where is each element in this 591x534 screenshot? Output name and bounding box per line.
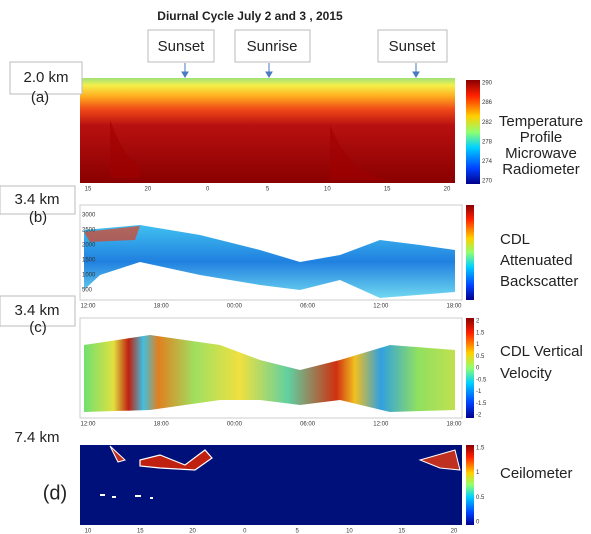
x-tick-label: 5 [266, 187, 270, 193]
colorbar-tick: 1 [476, 342, 480, 348]
height-box [0, 185, 76, 215]
colorbar-tick: 1.5 [476, 330, 485, 336]
heatmap [80, 78, 455, 183]
y-tick-label: 3000 [82, 213, 96, 219]
colorbar [466, 445, 474, 525]
heatmap [84, 335, 455, 412]
colorbar-tick: -2 [476, 413, 482, 419]
height-box [0, 295, 76, 327]
x-tick-label: 12:00 [373, 304, 389, 310]
colorbar-tick: 286 [482, 100, 493, 106]
x-tick-label: 18:00 [446, 422, 462, 428]
x-tick-label: 15 [137, 529, 144, 534]
x-tick-label: 12:00 [80, 422, 96, 428]
y-tick-label: 1000 [82, 273, 96, 279]
panel-label: Microwave [505, 145, 577, 162]
height-label: 7.4 km [14, 429, 59, 446]
panel-label: Radiometer [502, 161, 580, 178]
marker: Sunset [158, 38, 206, 55]
colorbar-tick: 1 [476, 470, 480, 476]
x-tick-label: 00:00 [227, 304, 243, 310]
y-tick-label: 1500 [82, 258, 96, 264]
panel-label: Profile [520, 129, 563, 146]
panel-letter: (d) [43, 482, 67, 504]
colorbar [466, 80, 480, 184]
x-tick-label: 00:00 [227, 422, 243, 428]
colorbar-tick: 0.5 [476, 354, 485, 360]
panel-label: CDL [500, 231, 530, 248]
x-tick-label: 20 [444, 187, 451, 193]
colorbar-tick: 0.5 [476, 495, 485, 501]
panel-letter: (a) [31, 89, 49, 106]
x-tick-label: 06:00 [300, 304, 316, 310]
x-tick-label: 20 [451, 529, 458, 534]
height-label: 3.4 km [14, 191, 59, 208]
panel-label: CDL Vertical [500, 343, 583, 360]
x-tick-label: 10 [324, 187, 331, 193]
colorbar [466, 205, 474, 300]
heatmap [80, 445, 462, 525]
height-box [9, 61, 83, 95]
x-tick-label: 10 [85, 529, 92, 534]
heatmap [84, 225, 455, 298]
x-tick-label: 0 [243, 529, 247, 534]
y-tick-label: 2000 [82, 243, 96, 249]
colorbar-tick: 0 [476, 520, 480, 526]
colorbar-tick: 0 [476, 366, 480, 372]
colorbar-tick: 278 [482, 139, 493, 145]
x-tick-label: 18:00 [446, 304, 462, 310]
colorbar-tick: 1.5 [476, 446, 485, 452]
height-label: 2.0 km [23, 69, 68, 86]
marker-box [234, 29, 311, 63]
colorbar-tick: -1 [476, 389, 482, 395]
x-tick-label: 12:00 [80, 304, 96, 310]
x-tick-label: 15 [384, 187, 391, 193]
colorbar-tick: -0.5 [476, 377, 487, 383]
x-tick-label: 15 [398, 529, 405, 534]
colorbar-tick: -1.5 [476, 401, 487, 407]
x-tick-label: 0 [206, 187, 210, 193]
title: Diurnal Cycle July 2 and 3 , 2015 [157, 9, 343, 23]
panel-label: Ceilometer [500, 465, 573, 482]
marker-box [147, 29, 215, 63]
marker: Sunrise [247, 38, 298, 55]
colorbar-tick: 282 [482, 120, 493, 126]
panel-label: Velocity [500, 365, 552, 382]
marker-box [377, 29, 448, 63]
x-tick-label: 06:00 [300, 422, 316, 428]
colorbar [466, 318, 474, 418]
markers: Sunset Sunrise Sunset [147, 29, 448, 78]
marker: Sunset [389, 38, 437, 55]
x-tick-label: 10 [346, 529, 353, 534]
x-tick-label: 18:00 [154, 422, 170, 428]
x-tick-label: 18:00 [154, 304, 170, 310]
x-tick-label: 15 [85, 187, 92, 193]
colorbar-tick: 2 [476, 319, 480, 325]
panel-label: Attenuated [500, 252, 573, 269]
x-tick-label: 5 [295, 529, 299, 534]
x-tick-label: 12:00 [373, 422, 389, 428]
panel-letter: (c) [29, 319, 47, 336]
panel-label: Backscatter [500, 273, 578, 290]
height-label: 3.4 km [14, 302, 59, 319]
x-tick-label: 20 [144, 187, 151, 193]
panel-letter: (b) [29, 209, 47, 226]
colorbar-tick: 270 [482, 179, 493, 185]
panel-label: Temperature [499, 113, 583, 130]
colorbar-tick: 274 [482, 159, 493, 165]
colorbar-tick: 290 [482, 81, 493, 87]
y-tick-label: 500 [82, 288, 93, 294]
x-tick-label: 20 [189, 529, 196, 534]
y-tick-label: 2500 [82, 228, 96, 234]
